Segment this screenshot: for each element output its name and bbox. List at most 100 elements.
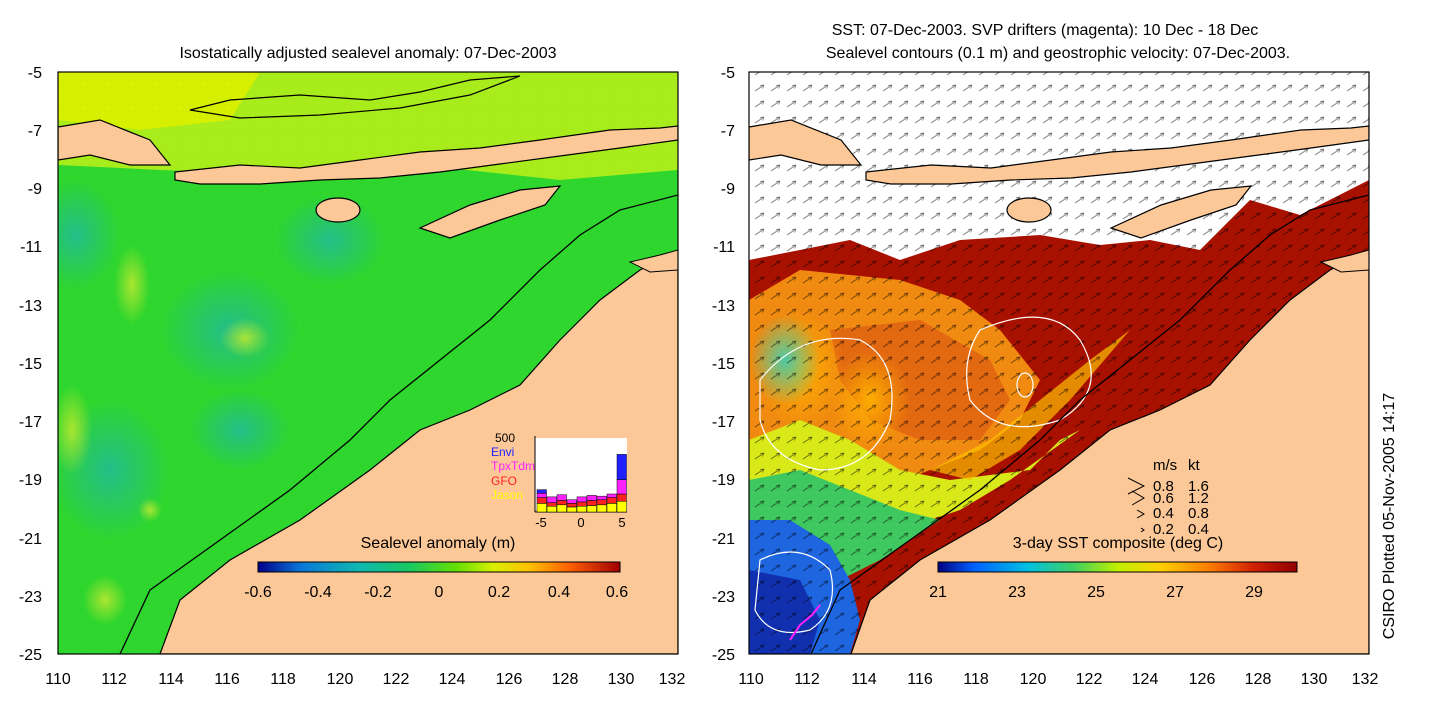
- inset-bar-segment: [586, 500, 597, 506]
- x-tick-label: 114: [851, 671, 877, 688]
- x-tick-label: 128: [552, 671, 579, 688]
- sumba-island: [1006, 197, 1052, 223]
- y-tick-label: -11: [20, 239, 42, 256]
- y-tick-label: -11: [713, 239, 735, 256]
- sst-colorbar-tick: 21: [929, 584, 947, 601]
- inset-bar-segment: [556, 504, 567, 513]
- svp-drifter-track: [789, 604, 821, 641]
- left-map-panel: Isostatically adjusted sealevel anomaly:…: [19, 45, 686, 688]
- right-map-title-line1: SST: 07-Dec-2003. SVP drifters (magenta)…: [832, 22, 1259, 39]
- x-tick-label: 116: [214, 671, 240, 688]
- sla-contour: [754, 551, 834, 634]
- left-x-axis: 110 112 114 116 118 120 122 124 126 128 …: [45, 671, 685, 688]
- inset-bar-segment: [536, 489, 547, 494]
- inset-bar-segment: [616, 500, 627, 513]
- x-tick-label: 130: [1301, 671, 1328, 688]
- left-map-frame: [57, 71, 679, 655]
- y-tick-label: -7: [28, 123, 42, 140]
- right-map-frame: [748, 71, 1370, 655]
- velocity-ms-value: 0.2: [1153, 521, 1174, 538]
- x-tick-label: 132: [1352, 671, 1379, 688]
- y-tick-label: -7: [721, 123, 735, 140]
- inset-bar-segment: [546, 496, 557, 503]
- inset-bar-segment: [546, 502, 557, 507]
- x-tick-label: 114: [158, 671, 184, 688]
- y-tick-label: -13: [19, 298, 42, 315]
- inset-x-tick: 0: [577, 515, 584, 530]
- x-tick-label: 124: [1132, 671, 1159, 688]
- x-tick-label: 110: [45, 671, 71, 688]
- x-tick-label: 128: [1245, 671, 1272, 688]
- x-tick-label: 112: [101, 671, 127, 688]
- inset-bar-segment: [546, 505, 557, 513]
- sla-field: [58, 72, 678, 654]
- velocity-ms-value: 0.6: [1153, 490, 1174, 507]
- x-tick-label: 132: [659, 671, 686, 688]
- inset-bar-segment: [606, 503, 617, 513]
- x-tick-label: 112: [794, 671, 820, 688]
- legend-jason: Jason: [491, 488, 523, 502]
- y-tick-label: -25: [19, 647, 42, 664]
- inset-bar-segment: [616, 454, 627, 480]
- sst-field: [749, 72, 1369, 654]
- x-tick-label: 110: [738, 671, 764, 688]
- velocity-unit-ms: m/s: [1153, 457, 1177, 474]
- x-tick-label: 122: [383, 671, 410, 688]
- java-island: [749, 119, 863, 166]
- legend-tpxtdm: TpxTdm: [491, 459, 535, 473]
- x-tick-label: 122: [1076, 671, 1103, 688]
- velocity-ms-value: 0.8: [1153, 478, 1174, 495]
- inset-bar-segment: [606, 497, 617, 504]
- y-tick-label: -9: [28, 181, 42, 198]
- lesser-sunda-islands: [174, 125, 678, 185]
- inset-bars: [536, 454, 627, 513]
- inset-bar-segment: [606, 493, 617, 498]
- x-tick-label: 126: [496, 671, 523, 688]
- legend-gfo: GFO: [491, 474, 517, 488]
- inset-bar-segment: [566, 503, 577, 508]
- sst-colorbar-tick: 25: [1087, 584, 1105, 601]
- y-tick-label: -17: [19, 414, 42, 431]
- inset-bar-segment: [596, 499, 607, 506]
- inset-bar-segment: [566, 499, 577, 504]
- left-y-axis: -5 -7 -9 -11 -13 -15 -17 -19 -21 -23 -25: [19, 65, 42, 664]
- sla-colorbar-tick: -0.2: [364, 584, 392, 601]
- inset-bar-segment: [576, 496, 587, 503]
- inset-bar-segment: [596, 495, 607, 501]
- sst-colorbar: 3-day SST composite (deg C) 21 23 25 27 …: [929, 535, 1298, 601]
- velocity-arrow-icon: [1136, 509, 1146, 519]
- y-tick-label: -15: [19, 356, 42, 373]
- y-tick-label: -13: [712, 298, 735, 315]
- y-tick-label: -19: [19, 472, 42, 489]
- inset-bar-segment: [536, 497, 547, 504]
- y-tick-label: -23: [712, 589, 735, 606]
- velocity-legend: m/s kt 0.8 1.6 0.6 1.2 0.4 0.8 0.2 0.4: [1127, 457, 1209, 538]
- satellite-inset: 500 Envi TpxTdm GFO Jason -5 0 5: [491, 431, 627, 530]
- inset-max-label: 500: [495, 431, 515, 445]
- inset-bar-segment: [616, 479, 627, 495]
- x-tick-label: 124: [439, 671, 466, 688]
- y-tick-label: -23: [19, 589, 42, 606]
- sst-colorbar-gradient: [937, 561, 1298, 573]
- velocity-ms-value: 0.4: [1153, 505, 1174, 522]
- sst-colorbar-label: 3-day SST composite (deg C): [1013, 535, 1223, 552]
- sla-colorbar-tick: 0.2: [488, 584, 510, 601]
- sumba-island: [315, 197, 361, 223]
- inset-bar-segment: [576, 505, 587, 513]
- sla-colorbar: Sealevel anomaly (m) -0.6 -0.4 -0.2 0 0.…: [244, 535, 628, 601]
- x-tick-label: 126: [1189, 671, 1216, 688]
- y-tick-label: -5: [28, 65, 42, 82]
- y-tick-label: -19: [712, 472, 735, 489]
- right-map-title-line2: Sealevel contours (0.1 m) and geostrophi…: [826, 45, 1290, 62]
- y-tick-label: -5: [721, 65, 735, 82]
- sst-colorbar-tick: 27: [1166, 584, 1184, 601]
- velocity-kt-value: 0.4: [1188, 521, 1209, 538]
- velocity-arrow-icon: [1140, 527, 1145, 533]
- y-tick-label: -21: [712, 531, 735, 548]
- y-tick-label: -21: [19, 531, 42, 548]
- y-tick-label: -15: [712, 356, 735, 373]
- velocity-kt-value: 0.8: [1188, 505, 1209, 522]
- y-tick-label: -17: [712, 414, 735, 431]
- y-tick-label: -9: [721, 181, 735, 198]
